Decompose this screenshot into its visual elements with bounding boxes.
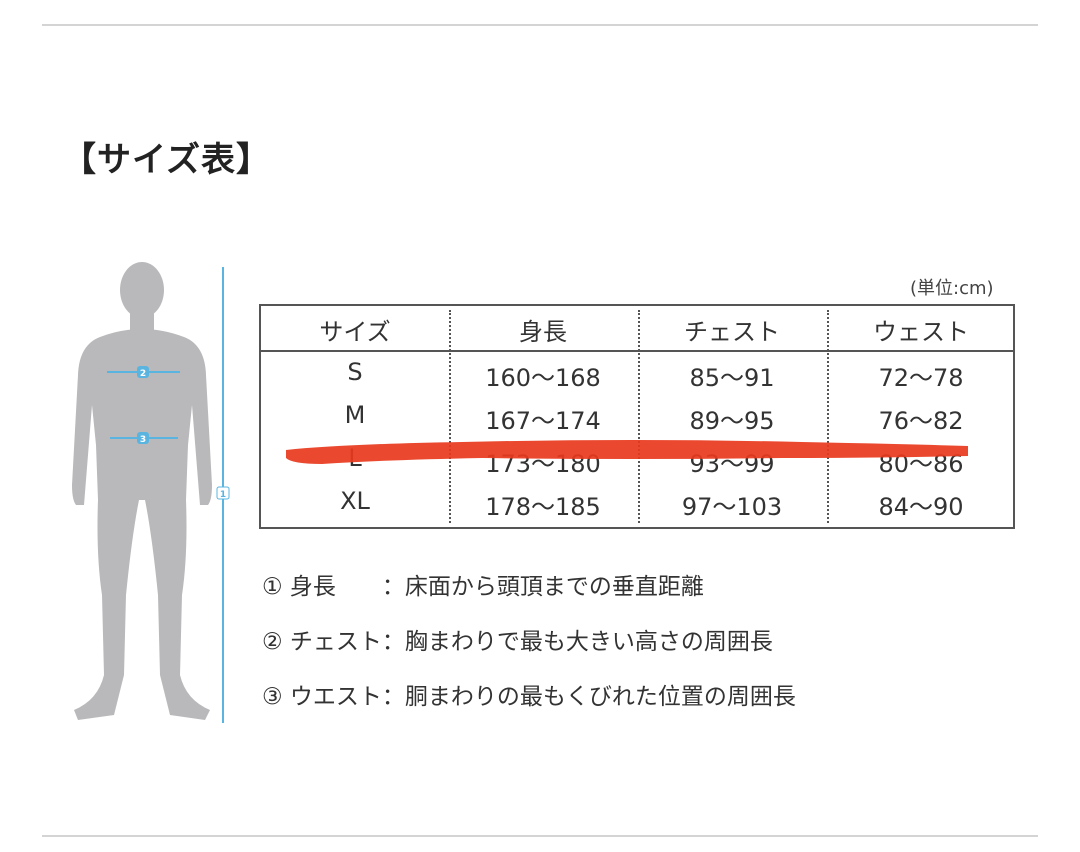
table-cell: S: [347, 358, 363, 386]
table-cell: 85〜91: [689, 364, 775, 392]
table-cell: 167〜174: [485, 407, 601, 435]
column-header: 身長: [519, 318, 567, 346]
column-header: ウェスト: [873, 318, 969, 346]
column-divider: [638, 310, 640, 523]
table-header: [261, 306, 1013, 352]
table-cell: 89〜95: [689, 407, 775, 435]
unit-label: (単位:cm): [910, 278, 994, 299]
column-header: チェスト: [684, 318, 780, 346]
legend-chest: ② チェスト：胸まわりで最も大きい高さの周囲長: [262, 629, 773, 655]
marker-3: 3: [140, 435, 146, 445]
size-table: サイズ 身長 チェスト ウェスト S 160〜168 85〜91 72〜78 M 167〜174 8…: [259, 304, 1015, 529]
table-cell: 72〜78: [878, 364, 964, 392]
silhouette-icon: [72, 262, 212, 720]
red-strikethrough-scribble: [286, 440, 968, 464]
top-divider: [42, 24, 1038, 26]
table-cell: 178〜185: [485, 493, 601, 521]
column-header: サイズ: [319, 318, 391, 346]
legend-waist: ③ ウエスト：胴まわりの最もくびれた位置の周囲長: [262, 684, 796, 710]
legend-height: ① 身長 ：床面から頭頂までの垂直距離: [262, 574, 704, 600]
body-silhouette-figure: 1 2 3: [72, 262, 230, 723]
column-divider: [827, 310, 829, 523]
table-cell: 76〜82: [878, 407, 964, 435]
bottom-divider: [42, 835, 1038, 837]
table-cell: 84〜90: [878, 493, 964, 521]
table-cell: M: [344, 401, 366, 429]
table-cell: 97〜103: [681, 493, 783, 521]
column-divider: [449, 310, 451, 523]
table-cell: 160〜168: [485, 364, 601, 392]
page-title: 【サイズ表】: [62, 140, 271, 180]
table-cell: XL: [340, 487, 370, 515]
marker-2: 2: [140, 369, 146, 379]
marker-1: 1: [220, 490, 226, 500]
